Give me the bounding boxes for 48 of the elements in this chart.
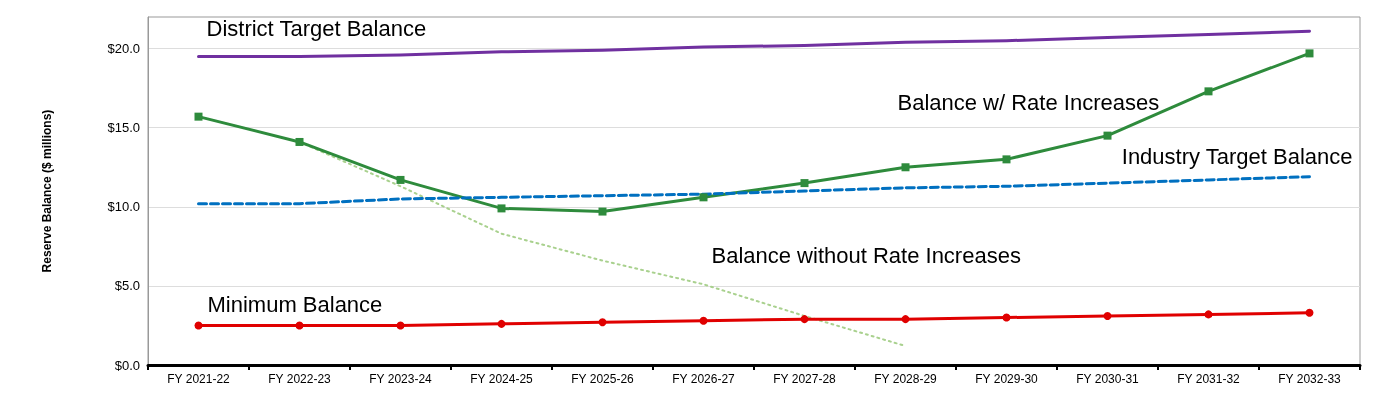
point bbox=[1103, 311, 1112, 320]
line-series bbox=[197, 175, 1311, 206]
y-tick-label: $0.0 bbox=[114, 357, 140, 373]
y-tick-label: $5.0 bbox=[114, 278, 140, 294]
point bbox=[800, 315, 809, 324]
series-label: Industry Target Balance bbox=[1121, 144, 1353, 170]
point bbox=[1002, 155, 1011, 164]
y-tick-label: $15.0 bbox=[107, 120, 140, 136]
x-tick-label: FY 2029-30 bbox=[975, 372, 1039, 386]
x-tick-label: FY 2030-31 bbox=[1076, 372, 1140, 386]
point bbox=[1305, 308, 1314, 317]
series-label: Balance w/ Rate Increases bbox=[897, 89, 1160, 115]
point bbox=[1305, 49, 1314, 58]
point bbox=[800, 179, 809, 188]
series-label: District Target Balance bbox=[206, 16, 427, 42]
point bbox=[1204, 87, 1213, 96]
point bbox=[1204, 310, 1213, 319]
x-tick-label: FY 2026-27 bbox=[672, 372, 736, 386]
point bbox=[901, 315, 910, 324]
x-tick-label: FY 2024-25 bbox=[470, 372, 534, 386]
y-tick-label: $10.0 bbox=[107, 199, 140, 215]
point bbox=[194, 112, 203, 121]
point bbox=[295, 137, 304, 146]
x-tick-label: FY 2027-28 bbox=[773, 372, 837, 386]
point bbox=[295, 321, 304, 330]
point bbox=[1103, 131, 1112, 140]
point bbox=[699, 316, 708, 325]
x-tick-label: FY 2031-32 bbox=[1177, 372, 1241, 386]
y-axis-title: Reserve Balance ($ millions) bbox=[40, 109, 54, 273]
point bbox=[598, 207, 607, 216]
point bbox=[901, 163, 910, 172]
point bbox=[497, 204, 506, 213]
x-tick-label: FY 2023-24 bbox=[369, 372, 433, 386]
point bbox=[598, 318, 607, 327]
point bbox=[497, 319, 506, 328]
x-tick-label: FY 2032-33 bbox=[1278, 372, 1342, 386]
point bbox=[699, 193, 708, 202]
point bbox=[396, 175, 405, 184]
point bbox=[1002, 313, 1011, 322]
point bbox=[396, 321, 405, 330]
series-label: Balance without Rate Increases bbox=[711, 243, 1021, 269]
x-tick-label: FY 2028-29 bbox=[874, 372, 938, 386]
y-tick-label: $20.0 bbox=[107, 41, 140, 57]
x-tick-label: FY 2022-23 bbox=[268, 372, 332, 386]
x-tick-label: FY 2025-26 bbox=[571, 372, 635, 386]
point bbox=[194, 321, 203, 330]
x-tick-label: FY 2021-22 bbox=[167, 372, 231, 386]
series-label: Minimum Balance bbox=[207, 291, 383, 317]
